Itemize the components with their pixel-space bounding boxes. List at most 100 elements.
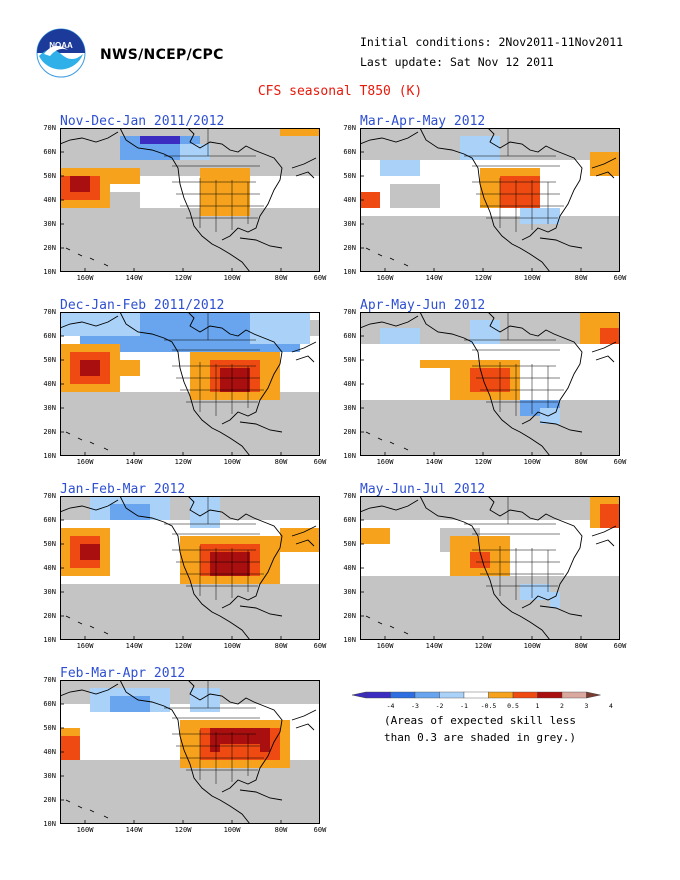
lat-label: 60N xyxy=(43,332,56,340)
anomaly-region xyxy=(520,208,560,224)
anomaly-region xyxy=(470,368,510,392)
anomaly-region xyxy=(210,552,250,576)
legend-note: than 0.3 are shaded in grey.) xyxy=(384,731,577,744)
lat-label: 40N xyxy=(343,380,356,388)
lon-label: 140W xyxy=(125,274,143,282)
anomaly-region xyxy=(220,744,260,760)
lat-label: 70N xyxy=(43,676,56,684)
lon-label: 60W xyxy=(313,458,327,466)
legend-swatch xyxy=(390,691,416,699)
anomaly-region xyxy=(70,176,90,192)
lat-label: 40N xyxy=(343,564,356,572)
coastline xyxy=(389,441,395,445)
map-panel: Feb-Mar-Apr 2012 70N 60N 50N 40N 30N 20N 10N 16… xyxy=(43,666,360,850)
legend-tick-label: -1 xyxy=(460,702,468,710)
coastline xyxy=(60,315,119,329)
coastline xyxy=(77,253,83,257)
lon-label: 160W xyxy=(76,274,94,282)
lat-label: 70N xyxy=(43,308,56,316)
legend-note: (Areas of expected skill less xyxy=(384,714,577,727)
coastline xyxy=(239,421,283,433)
lon-label: 100W xyxy=(523,458,541,466)
coastline xyxy=(187,312,283,425)
anomaly-region xyxy=(520,584,550,600)
coastline xyxy=(77,621,83,625)
color-scale-legend: -4 -3 -2 -1 -0.5 0.5 1 2 3 4 xyxy=(352,691,613,710)
lat-label: 40N xyxy=(43,748,56,756)
coastline xyxy=(487,312,583,425)
lon-label: 60W xyxy=(613,274,627,282)
anomaly-region xyxy=(250,312,310,344)
coastline xyxy=(60,683,119,697)
low-skill-region xyxy=(360,576,620,640)
coastline xyxy=(360,499,419,513)
coastline xyxy=(65,431,71,435)
coastline xyxy=(360,315,419,329)
lon-label: 60W xyxy=(313,826,327,834)
anomaly-region xyxy=(380,328,420,344)
legend-tick-label: -0.5 xyxy=(481,702,497,710)
t850-map xyxy=(360,496,620,640)
coastline xyxy=(187,128,283,241)
lon-label: 80W xyxy=(274,458,288,466)
anomaly-region xyxy=(470,552,490,568)
coastline xyxy=(89,809,95,813)
lat-label: 30N xyxy=(43,220,56,228)
coastline xyxy=(591,341,617,353)
coastline xyxy=(595,539,615,547)
legend-tick-label: -2 xyxy=(436,702,444,710)
low-skill-region xyxy=(60,760,320,824)
lon-label: 120W xyxy=(174,458,192,466)
coastline xyxy=(187,496,283,609)
lat-label: 10N xyxy=(343,452,356,460)
lat-label: 60N xyxy=(343,332,356,340)
coastline xyxy=(291,709,317,721)
lon-label: 100W xyxy=(223,458,241,466)
lat-label: 30N xyxy=(343,588,356,596)
anomaly-region xyxy=(80,360,100,376)
anomaly-region xyxy=(280,128,320,136)
lon-label: 140W xyxy=(425,458,443,466)
low-skill-region xyxy=(60,392,320,456)
coastline xyxy=(539,421,583,433)
map-panel: May-Jun-Jul 2012 70N 60N 50N 40N 30N 20N 10N 16… xyxy=(343,482,660,666)
lat-label: 10N xyxy=(343,636,356,644)
lat-label: 20N xyxy=(343,428,356,436)
lat-label: 20N xyxy=(343,244,356,252)
panel-title: Nov-Dec-Jan 2011/2012 xyxy=(60,114,225,129)
lat-label: 10N xyxy=(43,636,56,644)
panel-title: Feb-Mar-Apr 2012 xyxy=(60,666,186,681)
coastline xyxy=(403,631,409,635)
anomaly-region xyxy=(420,360,450,368)
panel-title: Mar-Apr-May 2012 xyxy=(360,114,486,129)
lat-label: 40N xyxy=(43,380,56,388)
lon-label: 100W xyxy=(223,274,241,282)
low-skill-region xyxy=(390,184,440,208)
lon-label: 80W xyxy=(274,826,288,834)
t850-map xyxy=(360,312,620,456)
coastline xyxy=(89,625,95,629)
lon-label: 140W xyxy=(125,826,143,834)
lat-label: 70N xyxy=(343,308,356,316)
lat-label: 70N xyxy=(343,492,356,500)
anomaly-region xyxy=(110,696,150,712)
anomaly-region xyxy=(220,368,250,392)
anomaly-region xyxy=(360,528,390,544)
coastline xyxy=(65,615,71,619)
coastline xyxy=(119,128,251,272)
low-skill-region xyxy=(60,584,320,640)
lon-label: 100W xyxy=(523,642,541,650)
lon-label: 160W xyxy=(376,274,394,282)
anomaly-region xyxy=(110,504,150,520)
anomaly-region xyxy=(60,736,80,760)
lon-label: 140W xyxy=(125,642,143,650)
lat-label: 50N xyxy=(43,172,56,180)
main-title: CFS seasonal T850 (K) xyxy=(257,84,423,99)
lat-label: 30N xyxy=(43,772,56,780)
coastline xyxy=(595,355,615,363)
coastline xyxy=(103,263,109,267)
coastline xyxy=(539,237,583,249)
coastline xyxy=(119,496,251,640)
lat-label: 70N xyxy=(343,124,356,132)
coastline xyxy=(487,496,583,609)
